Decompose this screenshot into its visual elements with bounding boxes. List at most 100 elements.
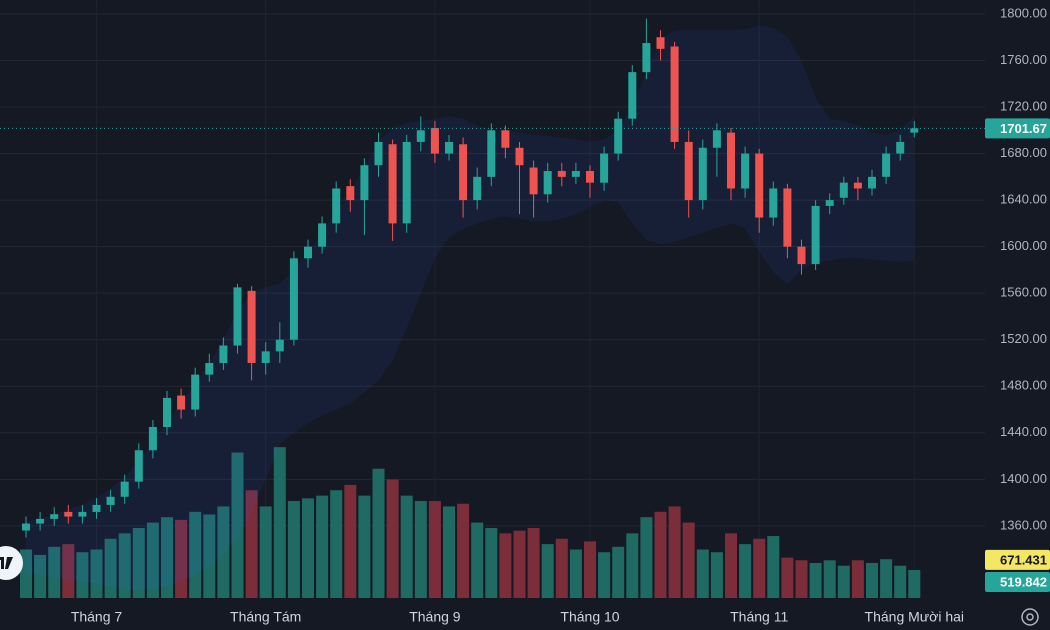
candle-body <box>374 141 383 166</box>
volume-bar <box>344 484 357 598</box>
volume-pane <box>20 447 921 598</box>
candle-body <box>318 223 327 247</box>
volume-bar <box>414 501 427 598</box>
volume-bar <box>781 557 794 598</box>
candle-body <box>571 171 580 177</box>
settings-icon-core[interactable] <box>1026 613 1034 621</box>
volume-bar <box>725 533 737 598</box>
volume-bar <box>203 514 216 598</box>
candle-body <box>825 200 834 206</box>
y-tick-label: 1360.00 <box>1000 517 1047 532</box>
volume-bar <box>753 538 766 598</box>
axes: 1360.00 1400.00 1440.00 1480.00 1520.00 1560.… <box>0 5 1050 625</box>
price-badge-label: 671.431 <box>1000 552 1047 567</box>
candle-body <box>289 258 298 340</box>
volume-bar <box>640 517 653 598</box>
candle-body <box>430 127 439 154</box>
candle-body <box>402 141 411 224</box>
candle-body <box>219 345 228 363</box>
volume-bar <box>880 559 893 598</box>
candle-body <box>727 132 735 189</box>
volume-bar <box>358 495 371 598</box>
volume-bar <box>499 533 512 598</box>
volume-bar <box>20 549 32 598</box>
candle-body <box>656 37 665 49</box>
candle-body <box>332 188 341 224</box>
volume-bar <box>894 565 907 598</box>
candle-body <box>839 182 848 198</box>
volume-bar <box>372 468 385 598</box>
candle-body <box>275 339 284 352</box>
volume-bar <box>231 452 244 598</box>
candle-body <box>473 176 482 201</box>
price-badge <box>985 118 1050 139</box>
candles <box>22 18 919 538</box>
candle-body <box>177 395 186 410</box>
candle-body <box>811 205 820 265</box>
candle-body <box>346 186 355 201</box>
volume-bar <box>809 562 822 598</box>
volume-bar <box>175 519 188 598</box>
volume-bar <box>837 565 850 598</box>
y-tick-label: 1520.00 <box>1000 331 1047 346</box>
candle-body <box>769 188 778 218</box>
x-tick-label: Tháng 9 <box>409 609 461 625</box>
candle-body <box>614 118 623 154</box>
volume-bar <box>584 541 596 598</box>
volume-bar <box>217 506 230 598</box>
candle-body <box>487 130 496 177</box>
volume-bar <box>696 549 709 598</box>
volume-bar <box>34 554 47 598</box>
volume-bar <box>118 533 131 598</box>
candle-body <box>459 144 468 201</box>
candle-body <box>148 426 157 451</box>
candle-body <box>600 153 609 183</box>
volume-bar <box>104 538 117 598</box>
volume-bar <box>400 495 413 598</box>
candle-body <box>882 153 891 177</box>
volume-bar <box>62 544 75 598</box>
candle-body <box>416 130 425 142</box>
logo-glyph <box>0 557 13 569</box>
y-tick-label: 1680.00 <box>1000 145 1047 160</box>
volume-bar <box>76 552 89 598</box>
candle-body <box>670 46 679 142</box>
candle-body <box>50 514 59 519</box>
volume-bar <box>302 498 314 598</box>
volume-bar <box>161 517 173 598</box>
settings-icon[interactable] <box>1021 608 1039 626</box>
volume-bar <box>710 552 723 598</box>
x-tick-label: Tháng 10 <box>560 609 619 625</box>
candle-body <box>783 188 792 247</box>
candle-body <box>586 171 594 183</box>
volume-bar <box>146 522 159 598</box>
volume-bar <box>612 546 625 598</box>
candle-body <box>64 511 73 517</box>
volume-bar <box>273 447 286 598</box>
volume-bar <box>443 506 455 598</box>
candle-body <box>78 511 87 517</box>
volume-bar <box>132 527 145 598</box>
candle-body <box>120 481 129 497</box>
settings-button[interactable] <box>1021 608 1039 626</box>
logo-badge <box>0 546 23 580</box>
volume-bar <box>527 527 540 598</box>
candle-body <box>868 176 876 189</box>
candle-body <box>191 374 200 410</box>
candle-body <box>445 141 453 154</box>
candle-body <box>205 362 214 375</box>
volume-bar <box>541 544 554 598</box>
candle-body <box>106 496 115 505</box>
volume-bar <box>739 544 752 598</box>
price-badge-label: 1701.67 <box>1000 121 1047 136</box>
candle-body <box>360 165 369 201</box>
y-tick-label: 1640.00 <box>1000 192 1047 207</box>
candle-body <box>36 518 45 524</box>
candle-body <box>261 351 270 363</box>
y-tick-label: 1760.00 <box>1000 52 1047 67</box>
candle-body <box>529 167 538 195</box>
candle-body <box>304 246 312 259</box>
candle-body <box>22 523 30 531</box>
